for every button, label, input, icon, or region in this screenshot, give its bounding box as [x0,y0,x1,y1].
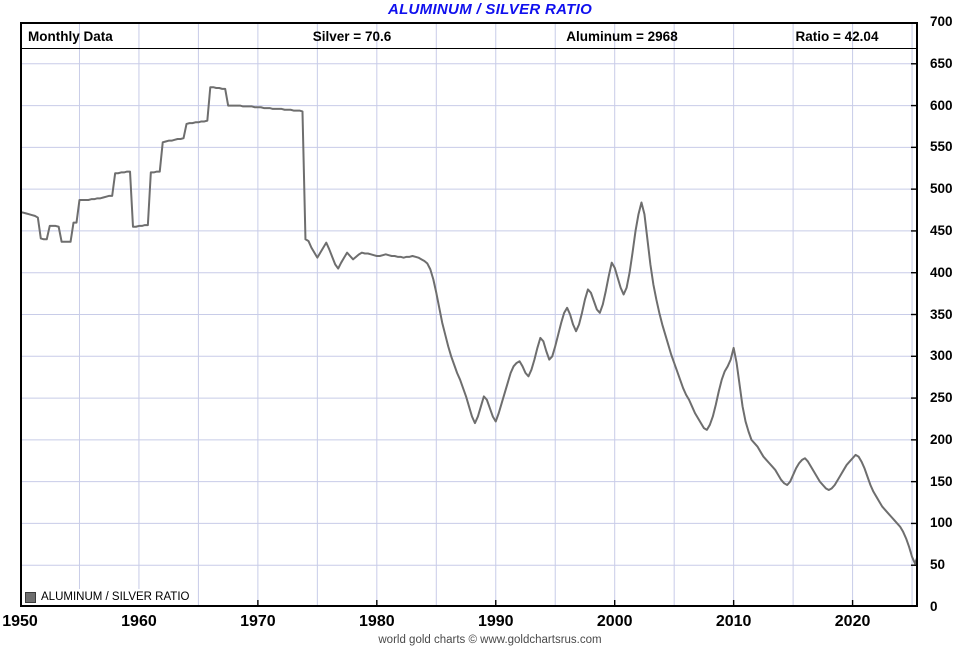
chart-legend: ALUMINUM / SILVER RATIO [22,589,193,605]
footer-credit: world gold charts © www.goldchartsrus.co… [378,634,602,646]
plot-frame [20,22,918,607]
y-axis-tick-550: 550 [930,139,953,155]
page-title: ALUMINUM / SILVER RATIO [387,1,593,18]
legend-label: ALUMINUM / SILVER RATIO [41,591,190,603]
summary-header-band: Monthly Data Silver = 70.6 Aluminum = 29… [20,22,918,49]
y-axis-tick-400: 400 [930,264,953,280]
silver-price-label: Silver = 70.6 [312,29,392,44]
y-axis-tick-350: 350 [930,306,953,322]
y-axis-tick-200: 200 [930,431,953,447]
aluminum-price-label: Aluminum = 2968 [566,29,678,44]
y-axis-tick-50: 50 [930,557,946,573]
x-axis-tick-2010: 2010 [715,613,752,630]
y-axis-tick-700: 700 [930,14,953,29]
y-axis-tick-500: 500 [930,181,953,197]
x-axis-tick-2000: 2000 [596,613,633,630]
x-axis-tick-1990: 1990 [477,613,514,630]
y-axis-tick-450: 450 [930,222,953,238]
frequency-label: Monthly Data [28,29,113,44]
x-axis-tick-1970: 1970 [240,613,276,630]
y-axis-tick-300: 300 [930,348,953,364]
y-axis-tick-100: 100 [930,515,953,531]
x-axis-tick-2020: 2020 [834,613,871,630]
y-axis-tick-150: 150 [930,473,953,489]
x-axis-tick-1950: 1950 [2,613,38,630]
y-axis-tick-250: 250 [930,390,953,406]
x-axis-tick-1980: 1980 [359,613,395,630]
y-axis-tick-600: 600 [930,97,953,113]
chart-plot-area [20,22,918,607]
legend-swatch-icon [25,591,36,603]
x-axis-tick-1960: 1960 [121,613,157,630]
y-axis-tick-0: 0 [930,599,938,614]
y-axis-tick-650: 650 [930,55,953,71]
ratio-value-label: Ratio = 42.04 [795,29,879,44]
